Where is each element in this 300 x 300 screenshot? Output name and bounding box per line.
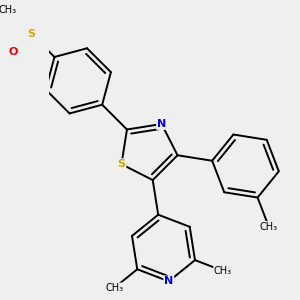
Text: O: O: [8, 47, 18, 57]
Text: CH₃: CH₃: [260, 222, 278, 232]
Text: S: S: [28, 29, 35, 39]
Text: S: S: [118, 159, 125, 169]
Text: N: N: [157, 119, 166, 129]
Text: CH₃: CH₃: [0, 5, 17, 15]
Text: CH₃: CH₃: [214, 266, 232, 276]
Text: N: N: [164, 276, 173, 286]
Text: CH₃: CH₃: [105, 283, 123, 293]
